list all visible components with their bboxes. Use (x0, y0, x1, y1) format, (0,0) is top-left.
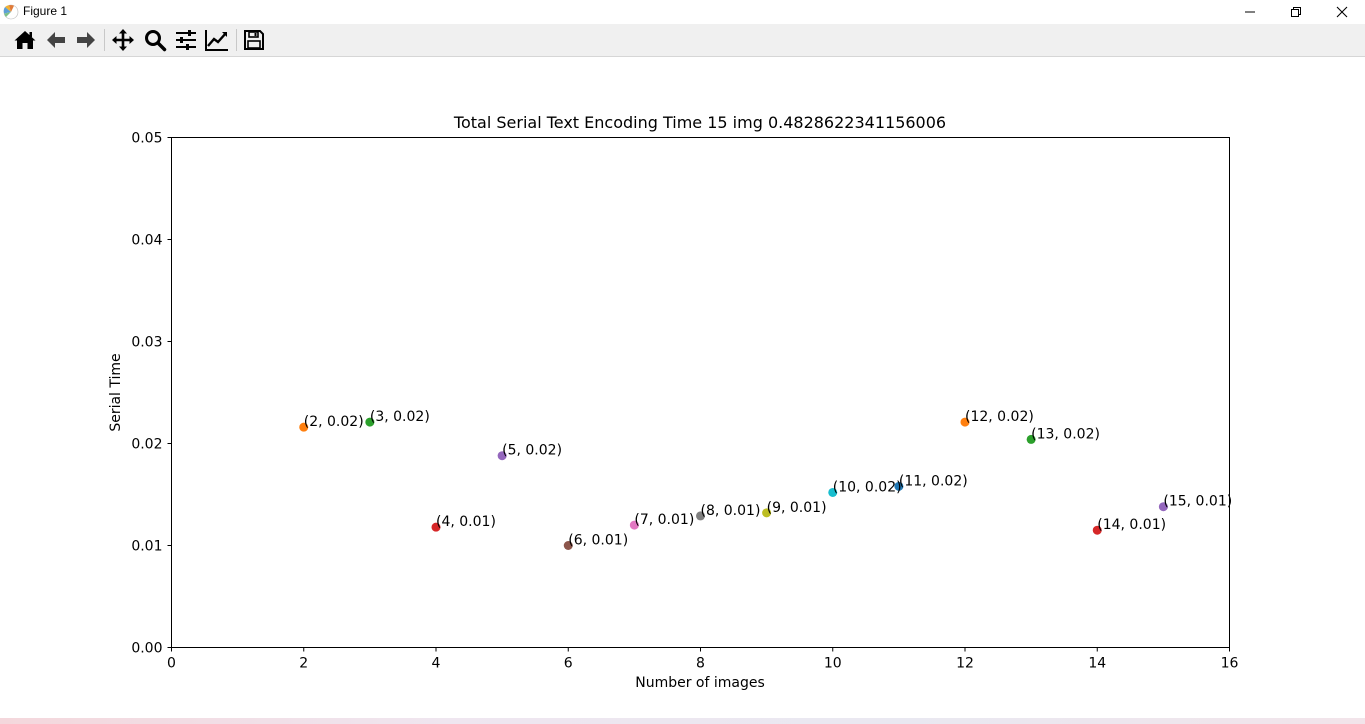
data-point-label: (11, 0.02) (899, 473, 968, 489)
x-tick-label: 10 (824, 656, 842, 672)
move-icon (112, 29, 134, 51)
pan-button[interactable] (109, 27, 137, 53)
data-point[interactable] (299, 422, 309, 432)
y-tick-label: 0.05 (131, 131, 162, 147)
y-tick-label: 0.03 (131, 335, 162, 351)
save-button[interactable] (240, 27, 268, 53)
x-tick-label: 14 (1088, 656, 1106, 672)
minimize-icon (1245, 11, 1255, 13)
taskbar-strip (0, 718, 1365, 724)
matplotlib-app-icon (3, 4, 19, 20)
chart-title: Total Serial Text Encoding Time 15 img 0… (453, 113, 946, 132)
data-point-label: (9, 0.01) (767, 500, 827, 516)
toolbar-separator (236, 29, 237, 51)
navigation-toolbar (0, 24, 1365, 57)
edit-axis-button[interactable] (203, 27, 231, 53)
minimize-button[interactable] (1227, 0, 1273, 24)
data-point-label: (2, 0.02) (304, 414, 364, 430)
data-point-label: (4, 0.01) (436, 514, 496, 530)
y-axis-label: Serial Time (108, 353, 124, 431)
back-button[interactable] (42, 27, 70, 53)
figure-canvas: Total Serial Text Encoding Time 15 img 0… (0, 57, 1365, 718)
scatter-markers (299, 417, 1168, 550)
x-tick-label: 12 (956, 656, 974, 672)
x-tick-label: 4 (432, 656, 441, 672)
toolbar-separator (104, 29, 105, 51)
sliders-icon (176, 30, 196, 50)
x-tick-label: 0 (167, 656, 176, 672)
data-point[interactable] (828, 487, 838, 497)
data-point[interactable] (629, 520, 639, 530)
y-axis: 0.00 0.01 0.02 0.03 0.04 0.05 (131, 131, 172, 657)
data-point[interactable] (1092, 525, 1102, 535)
y-tick-label: 0.04 (131, 233, 162, 249)
arrow-right-icon (77, 32, 95, 48)
data-point[interactable] (365, 417, 375, 427)
close-button[interactable] (1319, 0, 1365, 24)
data-point[interactable] (431, 522, 441, 532)
y-tick-label: 0.02 (131, 437, 162, 453)
data-point-label: (15, 0.01) (1163, 494, 1232, 510)
arrow-left-icon (47, 32, 65, 48)
y-tick-label: 0.00 (131, 641, 162, 657)
data-point[interactable] (497, 451, 507, 461)
floppy-disk-icon (244, 30, 264, 50)
x-tick-label: 8 (696, 656, 705, 672)
forward-button[interactable] (72, 27, 100, 53)
data-point[interactable] (960, 417, 970, 427)
line-chart-icon (205, 30, 228, 51)
data-point[interactable] (1158, 502, 1168, 512)
point-annotations: (2, 0.02) (3, 0.02) (4, 0.01) (5, 0.02) (6, … (304, 409, 1232, 548)
restore-button[interactable] (1273, 0, 1319, 24)
x-tick-label: 6 (564, 656, 573, 672)
window-title: Figure 1 (23, 4, 68, 18)
title-bar: Figure 1 (0, 0, 1365, 24)
data-point-label: (13, 0.02) (1031, 426, 1100, 442)
data-point[interactable] (696, 511, 705, 521)
data-point-label: (7, 0.01) (634, 512, 694, 528)
configure-subplots-button[interactable] (172, 27, 200, 53)
magnifier-icon (145, 30, 167, 52)
home-button[interactable] (11, 27, 39, 53)
data-point[interactable] (1026, 434, 1036, 444)
data-point-label: (8, 0.01) (701, 503, 761, 519)
data-point-label: (5, 0.02) (502, 443, 562, 459)
x-tick-label: 16 (1221, 656, 1239, 672)
y-tick-label: 0.01 (131, 539, 162, 555)
plot-area (171, 137, 1230, 648)
data-point-label: (12, 0.02) (965, 409, 1034, 425)
x-axis: 0 2 4 6 8 10 12 14 16 (167, 647, 1239, 672)
data-point-label: (10, 0.02) (833, 479, 902, 495)
data-point[interactable] (762, 508, 772, 518)
zoom-button[interactable] (141, 27, 169, 53)
data-point-label: (3, 0.02) (370, 409, 430, 425)
close-icon (1336, 6, 1348, 18)
data-point-label: (14, 0.01) (1097, 517, 1166, 533)
x-tick-label: 2 (299, 656, 308, 672)
scatter-chart[interactable]: Total Serial Text Encoding Time 15 img 0… (0, 57, 1365, 718)
x-axis-label: Number of images (635, 675, 765, 691)
home-icon (14, 31, 36, 49)
data-point[interactable] (563, 541, 573, 550)
data-point[interactable] (894, 481, 904, 491)
data-point-label: (6, 0.01) (568, 533, 628, 549)
restore-icon (1291, 7, 1301, 17)
